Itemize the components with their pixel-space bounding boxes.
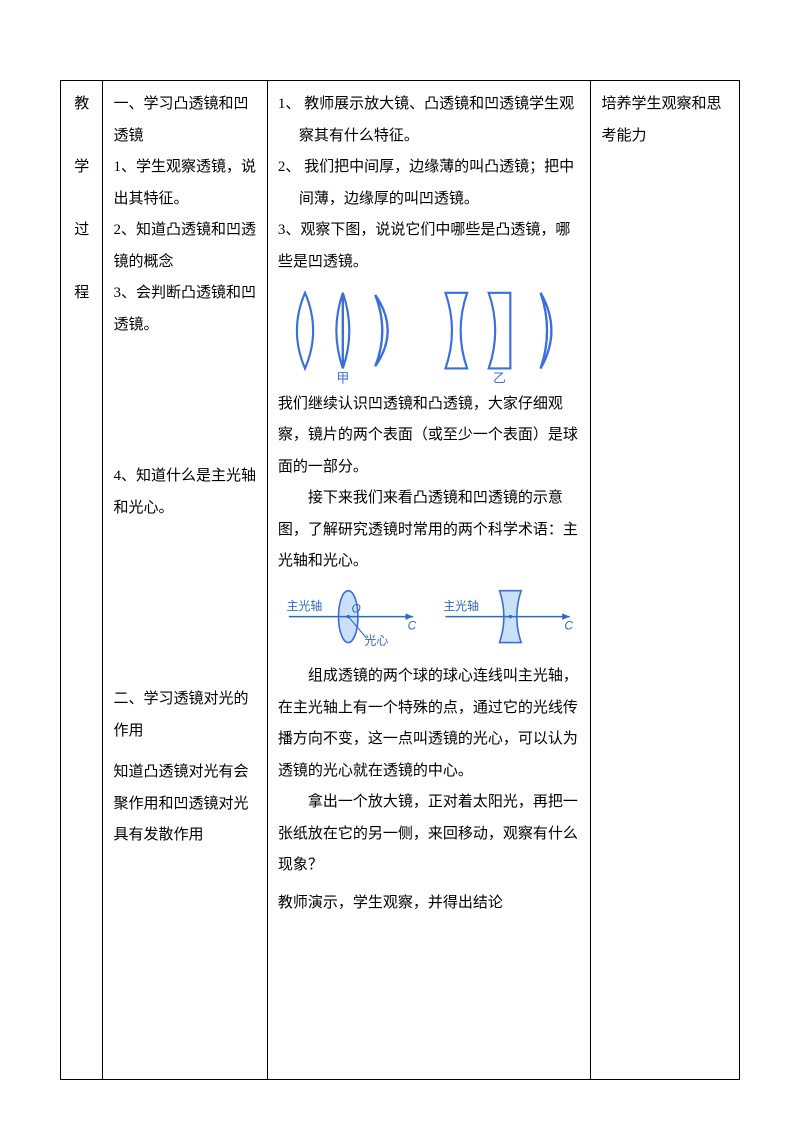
row-label-char: 学 [74,159,89,175]
list-item: 2、知道凸透镜和凹透镜的概念 [113,215,256,278]
svg-text:主光轴: 主光轴 [287,599,323,613]
row-label-char: 程 [74,285,89,301]
svg-text:O: O [351,601,360,615]
axis-diagram-figure: 主光轴 O C 光心 主光轴 C [278,582,581,658]
paragraph: 我们继续认识凹透镜和凸透镜，大家仔细观察，镜片的两个表面（或至少一个表面）是球面… [278,389,581,484]
svg-text:主光轴: 主光轴 [443,599,479,613]
row-label-cell: 教 学 过 程 [61,81,103,1080]
page: 教 学 过 程 一、学习凸透镜和凹透镜 1、学生观察透镜，说出其特征。 2、知道… [0,0,800,1132]
paragraph: 组成透镜的两个球的球心连线叫主光轴，在主光轴上有一个特殊的点，通过它的光线传播方… [278,661,581,787]
figure-label-b: 乙 [493,370,506,384]
row-label-char: 教 [74,96,89,112]
paragraph: 拿出一个放大镜，正对着太阳光，再把一张纸放在它的另一侧，来回移动，观察有什么现象… [278,787,581,882]
middle-column-cell: 1、 教师展示放大镜、凸透镜和凹透镜学生观察其有什么特征。 2、 我们把中间厚，… [267,81,591,1080]
heading: 一、学习凸透镜和凹透镜 [113,89,256,152]
lesson-plan-table: 教 学 过 程 一、学习凸透镜和凹透镜 1、学生观察透镜，说出其特征。 2、知道… [60,80,740,1080]
list-item: 知道凸透镜对光有会聚作用和凹透镜对光具有发散作用 [113,757,256,852]
lens-shapes-figure: 甲 乙 [278,282,581,385]
svg-text:C: C [564,618,573,632]
list-item: 4、知道什么是主光轴和光心。 [113,461,256,524]
numbered-item: 2、 我们把中间厚，边缘薄的叫凸透镜；把中间薄，边缘厚的叫凹透镜。 [278,152,581,215]
numbered-item: 3、观察下图，说说它们中哪些是凸透镜，哪些是凹透镜。 [278,215,581,278]
left-column-cell: 一、学习凸透镜和凹透镜 1、学生观察透镜，说出其特征。 2、知道凸透镜和凹透镜的… [103,81,267,1080]
paragraph: 教师演示，学生观察，并得出结论 [278,888,581,920]
right-column-cell: 培养学生观察和思考能力 [591,81,740,1080]
row-label-char: 过 [74,222,89,238]
heading: 二、学习透镜对光的作用 [113,684,256,747]
paragraph: 接下来我们来看凸透镜和凹透镜的示意图，了解研究透镜时常用的两个科学术语：主光轴和… [278,483,581,578]
note: 培养学生观察和思考能力 [601,89,729,152]
svg-text:C: C [408,618,417,632]
svg-text:光心: 光心 [364,633,388,647]
list-item: 3、会判断凸透镜和凹透镜。 [113,278,256,341]
figure-label-a: 甲 [336,370,349,384]
list-item: 1、学生观察透镜，说出其特征。 [113,152,256,215]
numbered-item: 1、 教师展示放大镜、凸透镜和凹透镜学生观察其有什么特征。 [278,89,581,152]
table-row: 教 学 过 程 一、学习凸透镜和凹透镜 1、学生观察透镜，说出其特征。 2、知道… [61,81,740,1080]
